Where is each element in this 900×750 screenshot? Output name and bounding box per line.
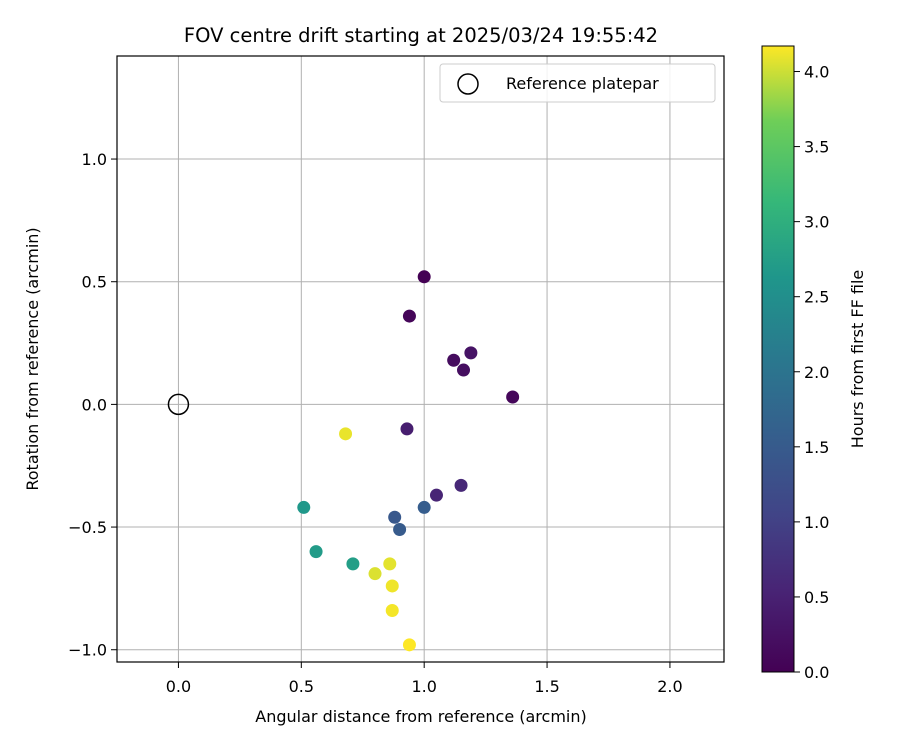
colorbar-tick-label: 3.0 (804, 213, 829, 232)
colorbar-tick-label: 1.5 (804, 438, 829, 457)
y-tick-label: 0.0 (82, 395, 107, 414)
data-point (464, 346, 478, 360)
data-point (385, 603, 399, 617)
x-tick-label: 0.5 (289, 677, 314, 696)
colorbar-tick-label: 0.5 (804, 588, 829, 607)
data-point (383, 557, 397, 571)
colorbar-tick-label: 4.0 (804, 63, 829, 82)
y-axis-ticks: −1.0 −0.5 0.0 0.5 1.0 (68, 150, 117, 660)
plot-area-frame (116, 55, 725, 663)
x-axis-label: Angular distance from reference (arcmin) (255, 707, 586, 726)
legend-marker-icon (457, 73, 479, 95)
data-point (417, 500, 431, 514)
legend-entry-reference: Reference platepar (506, 74, 659, 93)
colorbar-ticks: 0.0 0.5 1.0 1.5 2.0 2.5 3.0 3.5 4.0 (794, 63, 829, 682)
data-point (506, 390, 520, 404)
colorbar-tick-label: 3.5 (804, 138, 829, 157)
x-tick-label: 2.0 (657, 677, 682, 696)
colorbar: 0.0 0.5 1.0 1.5 2.0 2.5 3.0 3.5 4.0 Hours from f… (761, 45, 867, 682)
legend-box (439, 63, 716, 103)
colorbar-gradient (761, 45, 795, 673)
data-point (393, 523, 407, 537)
data-point (385, 579, 399, 593)
colorbar-tick-label: 0.0 (804, 663, 829, 682)
colorbar-tick-label: 2.5 (804, 288, 829, 307)
y-tick-label: −1.0 (68, 641, 107, 660)
data-point (368, 567, 382, 581)
data-point (402, 309, 416, 323)
data-point (457, 363, 471, 377)
data-point (297, 500, 311, 514)
data-point (339, 427, 353, 441)
chart-title: FOV centre drift starting at 2025/03/24 … (184, 24, 658, 47)
data-point (388, 510, 402, 524)
colorbar-tick-label: 1.0 (804, 513, 829, 532)
colorbar-tick-label: 2.0 (804, 363, 829, 382)
data-point (454, 478, 468, 492)
data-point (447, 353, 461, 367)
data-point (309, 545, 323, 559)
x-tick-label: 1.0 (411, 677, 436, 696)
reference-platepar-marker (167, 393, 190, 416)
data-point (346, 557, 360, 571)
y-tick-label: 0.5 (82, 273, 107, 292)
y-tick-label: −0.5 (68, 518, 107, 537)
data-point (400, 422, 414, 436)
x-tick-label: 1.5 (534, 677, 559, 696)
y-axis-label: Rotation from reference (arcmin) (23, 227, 42, 490)
x-tick-label: 0.0 (166, 677, 191, 696)
legend: Reference platepar (439, 63, 716, 103)
y-tick-label: 1.0 (82, 150, 107, 169)
x-axis-ticks: 0.0 0.5 1.0 1.5 2.0 (166, 662, 683, 696)
data-point (402, 638, 416, 652)
colorbar-label: Hours from first FF file (848, 270, 867, 449)
grid-lines (117, 56, 724, 662)
data-point (417, 270, 431, 284)
data-points (297, 270, 520, 652)
data-point (429, 488, 443, 502)
